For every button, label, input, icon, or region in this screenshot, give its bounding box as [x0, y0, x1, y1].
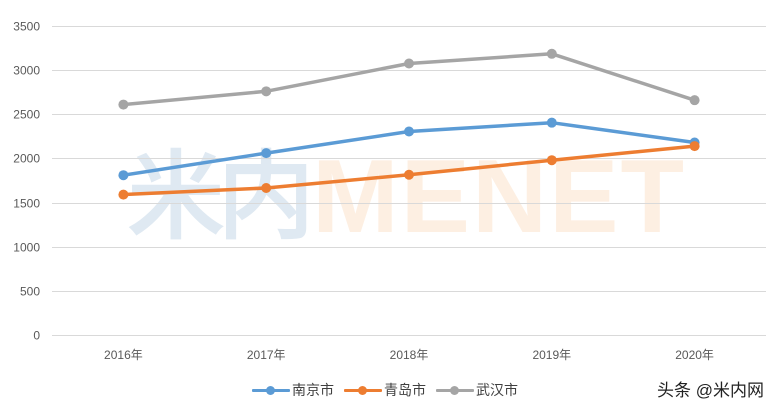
data-point[interactable]: [689, 141, 700, 152]
legend-marker-icon: [252, 378, 290, 402]
data-point[interactable]: [404, 126, 414, 137]
x-tick-label: 2016年: [104, 348, 143, 362]
y-tick-label: 2500: [13, 108, 40, 122]
data-point[interactable]: [261, 148, 272, 159]
series-青岛市: [118, 141, 700, 200]
legend-item-qingdao[interactable]: 青岛市: [344, 378, 426, 402]
legend-item-nanjing[interactable]: 南京市: [252, 378, 334, 402]
data-point[interactable]: [261, 86, 272, 97]
data-point[interactable]: [261, 183, 272, 194]
legend-label: 南京市: [292, 382, 334, 398]
series-武汉市: [118, 48, 700, 110]
data-point[interactable]: [118, 189, 129, 200]
y-tick-label: 2000: [13, 152, 40, 166]
y-tick-label: 1000: [13, 241, 40, 255]
y-tick-label: 3000: [13, 64, 40, 78]
y-tick-label: 3500: [13, 20, 40, 34]
x-tick-label: 2020年: [675, 348, 714, 362]
data-point[interactable]: [546, 48, 557, 59]
legend-item-wuhan[interactable]: 武汉市: [436, 378, 518, 402]
legend-marker-icon: [344, 378, 382, 402]
data-point[interactable]: [689, 95, 700, 106]
y-axis: 0 500 1000 1500 2000 2500 3000 3500: [13, 20, 40, 343]
legend-label: 武汉市: [476, 382, 518, 398]
series-lines: [118, 48, 700, 200]
x-tick-label: 2017年: [247, 348, 286, 362]
data-point[interactable]: [404, 169, 414, 180]
legend: 南京市 青岛市 武汉市: [0, 378, 776, 402]
y-tick-label: 500: [20, 285, 40, 299]
data-point[interactable]: [404, 58, 414, 69]
data-point[interactable]: [118, 170, 129, 181]
gridlines: [52, 26, 766, 336]
legend-label: 青岛市: [384, 382, 426, 398]
legend-marker-icon: [436, 378, 474, 402]
data-point[interactable]: [118, 99, 129, 110]
x-tick-label: 2019年: [532, 348, 571, 362]
data-point[interactable]: [546, 117, 557, 128]
source-brand: 头条 @米内网: [657, 381, 764, 400]
x-tick-label: 2018年: [390, 348, 429, 362]
y-tick-label: 1500: [13, 197, 40, 211]
x-axis: 2016年 2017年 2018年 2019年 2020年: [104, 348, 714, 362]
data-point[interactable]: [546, 155, 557, 166]
y-tick-label: 0: [33, 329, 40, 343]
